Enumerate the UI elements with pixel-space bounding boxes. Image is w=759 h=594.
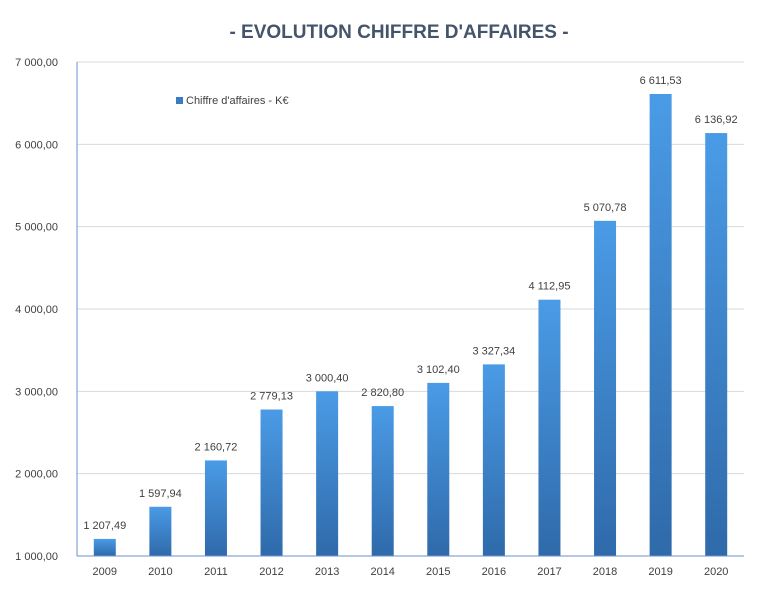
data-label: 2 779,13 (250, 391, 293, 403)
legend: Chiffre d'affaires - K€ (176, 95, 289, 107)
x-tick-label: 2013 (315, 566, 339, 578)
data-label: 5 070,78 (584, 202, 627, 214)
data-label: 2 160,72 (195, 441, 238, 453)
data-label: 6 136,92 (695, 114, 738, 126)
x-tick-label: 2015 (426, 566, 450, 578)
data-label: 6 611,53 (640, 75, 682, 87)
x-tick-label: 2009 (93, 566, 117, 578)
bar (705, 133, 728, 557)
bar (93, 538, 116, 556)
data-label: 2 820,80 (361, 387, 404, 399)
bars (93, 93, 728, 557)
chart-title: - EVOLUTION CHIFFRE D'AFFAIRES - (229, 22, 568, 43)
legend-swatch (176, 97, 183, 104)
x-tick-label: 2012 (259, 566, 283, 578)
data-label: 3 000,40 (306, 372, 349, 384)
x-tick-label: 2020 (704, 566, 728, 578)
data-label: 1 597,94 (139, 488, 182, 500)
x-tick-label: 2017 (537, 566, 561, 578)
bar (260, 409, 283, 556)
y-tick-label: 5 000,00 (15, 222, 58, 234)
data-label: 1 207,49 (83, 520, 126, 532)
y-tick-label: 1 000,00 (15, 551, 58, 563)
data-label: 3 327,34 (472, 345, 515, 357)
x-tick-label: 2018 (593, 566, 617, 578)
bar (316, 391, 339, 556)
data-label: 3 102,40 (417, 364, 460, 376)
y-tick-label: 7 000,00 (15, 57, 58, 69)
bar (594, 220, 617, 556)
bar (649, 93, 672, 556)
bar (371, 406, 394, 556)
bar (538, 299, 561, 556)
x-tick-label: 2011 (204, 566, 228, 578)
y-tick-label: 3 000,00 (15, 386, 58, 398)
data-labels: 1 207,49 1 597,94 2 160,72 2 779,13 3 000,40… (83, 75, 737, 532)
x-tick-label: 2019 (648, 566, 672, 578)
bar (427, 382, 450, 556)
x-tick-label: 2016 (482, 566, 506, 578)
data-label: 4 112,95 (528, 281, 570, 293)
bar (149, 506, 172, 556)
gridlines (77, 61, 744, 475)
y-tick-label: 6 000,00 (15, 139, 58, 151)
y-tick-label: 4 000,00 (15, 304, 58, 316)
y-tick-label: 2 000,00 (15, 469, 58, 481)
x-tick-label: 2010 (148, 566, 172, 578)
legend-label: Chiffre d'affaires - K€ (186, 95, 289, 107)
bar (482, 364, 505, 556)
x-tick-label: 2014 (370, 566, 394, 578)
axes: 1 000,00 2 000,00 3 000,00 4 000,00 5 000,00… (15, 57, 744, 578)
bar (204, 460, 227, 556)
